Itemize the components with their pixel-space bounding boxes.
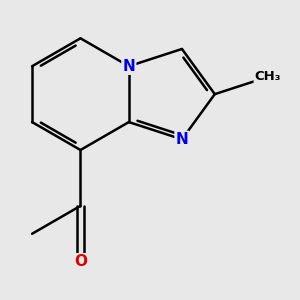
Text: CH₃: CH₃ xyxy=(255,70,281,83)
Text: O: O xyxy=(74,254,87,269)
Text: N: N xyxy=(176,132,188,147)
Text: N: N xyxy=(122,59,135,74)
